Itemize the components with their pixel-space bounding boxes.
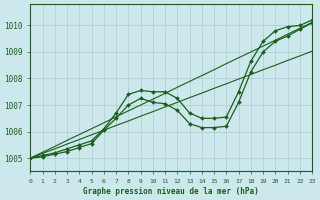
X-axis label: Graphe pression niveau de la mer (hPa): Graphe pression niveau de la mer (hPa)	[83, 187, 259, 196]
